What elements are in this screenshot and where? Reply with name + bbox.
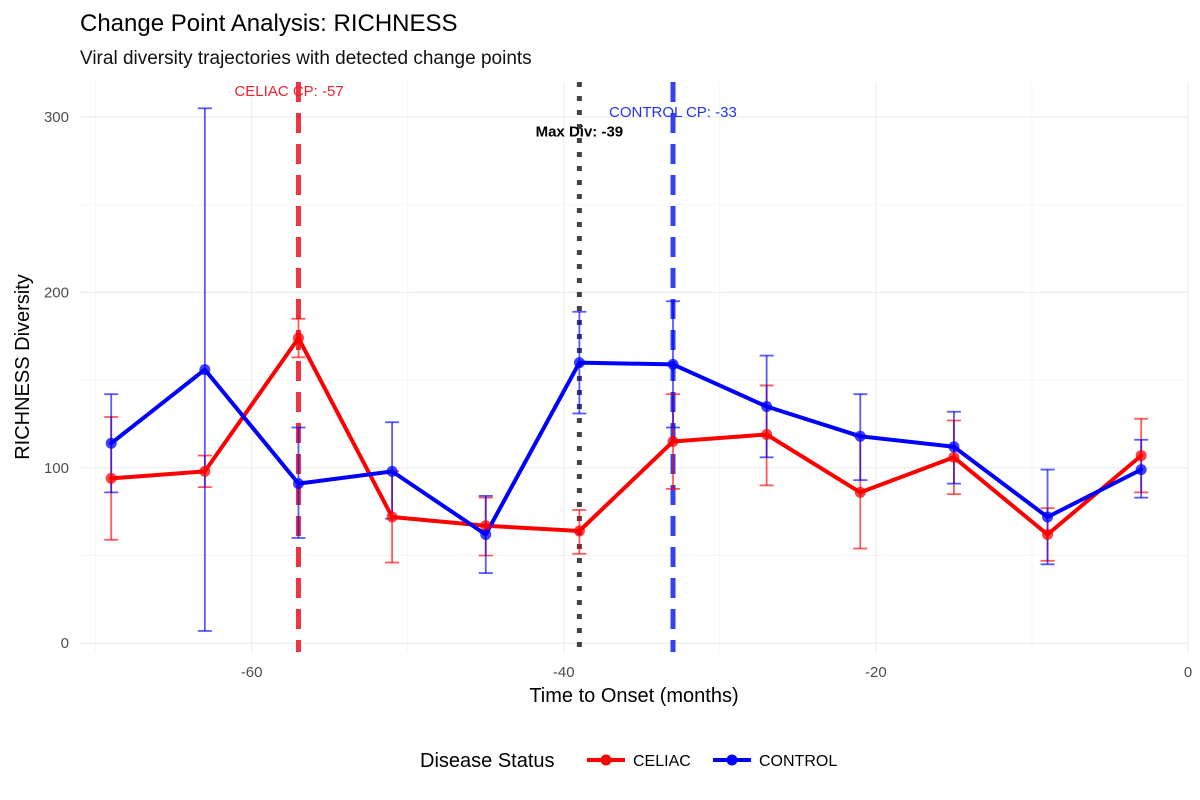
data-point-celiac bbox=[1135, 450, 1147, 462]
change-point-labels: CELIAC CP: -57 CONTROL CP: -33 Max Div: -3… bbox=[234, 83, 736, 140]
data-point-celiac bbox=[292, 332, 304, 344]
y-axis-label: RICHNESS Diversity bbox=[12, 274, 34, 460]
data-point-control bbox=[667, 358, 679, 370]
data-point-celiac bbox=[105, 472, 117, 484]
legend-label-control: CONTROL bbox=[759, 753, 837, 770]
legend: Disease Status CELIAC CONTROL bbox=[420, 750, 837, 772]
series-line-celiac bbox=[109, 336, 1144, 537]
data-point-control bbox=[1042, 511, 1054, 523]
y-tick-label: 300 bbox=[44, 109, 69, 126]
x-tick-label: -60 bbox=[241, 664, 263, 681]
chart-title: Change Point Analysis: RICHNESS bbox=[80, 10, 458, 37]
y-tick-label: 0 bbox=[61, 635, 69, 652]
data-point-control bbox=[854, 430, 866, 442]
data-point-control bbox=[199, 364, 211, 376]
legend-marker-control bbox=[726, 754, 738, 766]
data-point-celiac bbox=[199, 465, 211, 477]
data-point-celiac bbox=[948, 451, 960, 463]
y-tick-label: 200 bbox=[44, 284, 69, 301]
data-point-control bbox=[1135, 464, 1147, 476]
y-axis-ticks: 0 100 200 300 bbox=[44, 109, 69, 652]
error-bars bbox=[104, 107, 1149, 632]
legend-item-control: CONTROL bbox=[713, 753, 837, 770]
chart-subtitle: Viral diversity trajectories with detect… bbox=[80, 48, 532, 69]
x-tick-label: 0 bbox=[1184, 664, 1192, 681]
data-point-control bbox=[573, 357, 585, 369]
change-point-label: CELIAC CP: -57 bbox=[234, 83, 343, 100]
change-point-label: CONTROL CP: -33 bbox=[609, 104, 737, 121]
data-point-celiac bbox=[854, 486, 866, 498]
data-point-control bbox=[948, 441, 960, 453]
data-point-control bbox=[292, 478, 304, 490]
data-point-celiac bbox=[667, 436, 679, 448]
data-point-celiac bbox=[386, 511, 398, 523]
data-point-celiac bbox=[761, 429, 773, 441]
data-point-celiac bbox=[573, 525, 585, 537]
legend-label-celiac: CELIAC bbox=[633, 753, 691, 770]
x-tick-label: -40 bbox=[553, 664, 575, 681]
legend-title: Disease Status bbox=[420, 750, 555, 772]
data-points bbox=[105, 332, 1147, 540]
legend-marker-celiac bbox=[600, 754, 612, 766]
series-lines bbox=[109, 336, 1144, 537]
data-point-celiac bbox=[480, 520, 492, 532]
data-point-celiac bbox=[1042, 528, 1054, 540]
x-tick-label: -20 bbox=[865, 664, 887, 681]
series-line-control bbox=[109, 360, 1144, 537]
x-axis-ticks: -60 -40 -20 0 bbox=[241, 664, 1192, 681]
major-gridlines bbox=[80, 82, 1189, 652]
data-point-control bbox=[105, 437, 117, 449]
data-point-control bbox=[761, 400, 773, 412]
max-divergence-label: Max Div: -39 bbox=[536, 123, 624, 140]
data-point-control bbox=[386, 465, 398, 477]
x-axis-label: Time to Onset (months) bbox=[529, 685, 738, 707]
legend-item-celiac: CELIAC bbox=[587, 753, 691, 770]
y-tick-label: 100 bbox=[44, 460, 69, 477]
data-point-control bbox=[480, 528, 492, 540]
minor-gridlines bbox=[80, 82, 1188, 652]
